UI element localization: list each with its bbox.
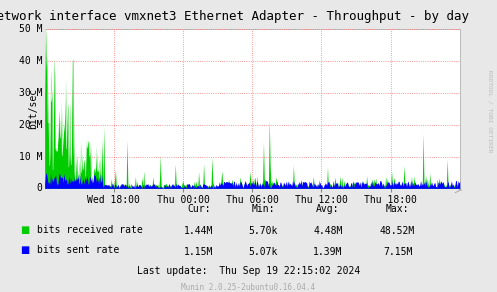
Text: Max:: Max: [386,204,410,214]
Text: 50 M: 50 M [19,24,43,34]
Y-axis label: bit/sec: bit/sec [28,88,38,129]
Text: Last update:  Thu Sep 19 22:15:02 2024: Last update: Thu Sep 19 22:15:02 2024 [137,266,360,276]
Text: 1.39M: 1.39M [313,247,343,257]
Text: 40 M: 40 M [19,56,43,66]
Text: 20 M: 20 M [19,120,43,130]
Text: 7.15M: 7.15M [383,247,413,257]
Text: 4.48M: 4.48M [313,226,343,236]
Text: 10 M: 10 M [19,152,43,161]
Text: ■: ■ [20,245,29,255]
Text: Cur:: Cur: [187,204,211,214]
Text: 0: 0 [37,183,43,193]
Text: Network interface vmxnet3 Ethernet Adapter - Throughput - by day: Network interface vmxnet3 Ethernet Adapt… [0,10,469,23]
Text: 5.70k: 5.70k [248,226,278,236]
Text: bits received rate: bits received rate [37,225,143,235]
Text: 5.07k: 5.07k [248,247,278,257]
Text: Munin 2.0.25-2ubuntu0.16.04.4: Munin 2.0.25-2ubuntu0.16.04.4 [181,283,316,292]
Text: 1.15M: 1.15M [184,247,214,257]
Text: Avg:: Avg: [316,204,340,214]
Text: Min:: Min: [251,204,275,214]
Text: 30 M: 30 M [19,88,43,98]
Text: RRDTOOL / TOBI OETIKER: RRDTOOL / TOBI OETIKER [487,70,492,152]
Text: ■: ■ [20,225,29,235]
Text: 48.52M: 48.52M [380,226,415,236]
Text: bits sent rate: bits sent rate [37,245,119,255]
Text: 1.44M: 1.44M [184,226,214,236]
